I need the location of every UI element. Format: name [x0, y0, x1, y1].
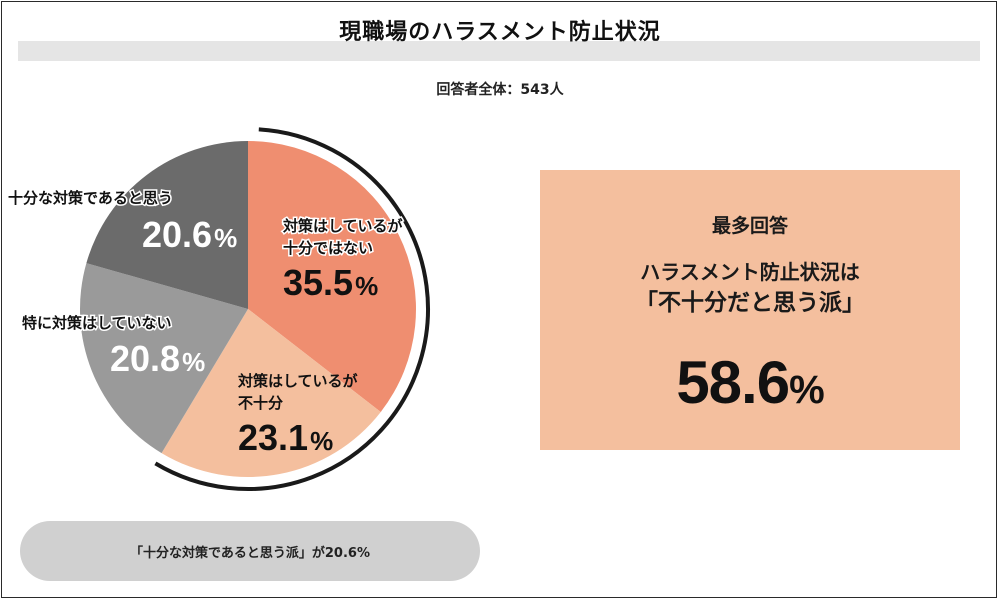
summary-pill: 「十分な対策であると思う派」が20.6%	[20, 521, 480, 581]
summary-text: 「十分な対策であると思う派」が20.6%	[130, 545, 370, 561]
pie-slice-2	[161, 309, 381, 477]
highlight-label: 最多回答	[711, 215, 788, 237]
highlight-number: 58.6	[676, 349, 790, 416]
slice-label-3-line-1: 特に対策はしていない	[22, 314, 172, 332]
pie-slice-3	[80, 263, 248, 454]
slice-label-1-line-2: 十分ではない	[283, 239, 373, 257]
pie-slices	[80, 141, 416, 477]
respondent-count: 回答者全体：543人	[436, 82, 564, 98]
highlight-line-2: 「不十分だと思う派」	[635, 290, 865, 316]
slice-value-4: 20.6%	[142, 214, 237, 255]
slice-value-3: 20.8%	[110, 338, 205, 379]
pie-labels: 対策はしているが十分ではない35.5%対策はしているが不十分23.1%特に対策は…	[7, 188, 406, 459]
slice-label-1-line-1: 対策はしているが	[282, 217, 404, 235]
highlight-box: 最多回答 ハラスメント防止状況は 「不十分だと思う派」 58.6%	[540, 170, 960, 450]
highlight-line-1: ハラスメント防止状況は	[640, 260, 860, 284]
title-underline-bar	[18, 41, 980, 61]
pie-slice-1	[248, 141, 416, 412]
slice-label-2-line-1: 対策はしているが	[237, 372, 359, 390]
slice-value-1: 35.5%	[283, 262, 378, 303]
slice-label-4-line-1: 十分な対策であると思う	[8, 189, 173, 207]
chart-title: 現職場のハラスメント防止状況	[339, 20, 661, 45]
slice-value-2: 23.1%	[238, 417, 333, 458]
insufficient-group-arc	[154, 127, 430, 491]
slice-label-2-line-2: 不十分	[238, 394, 283, 412]
highlight-value: 58.6%	[540, 348, 960, 417]
pie-slice-4	[86, 141, 248, 309]
highlight-unit: %	[789, 368, 825, 412]
